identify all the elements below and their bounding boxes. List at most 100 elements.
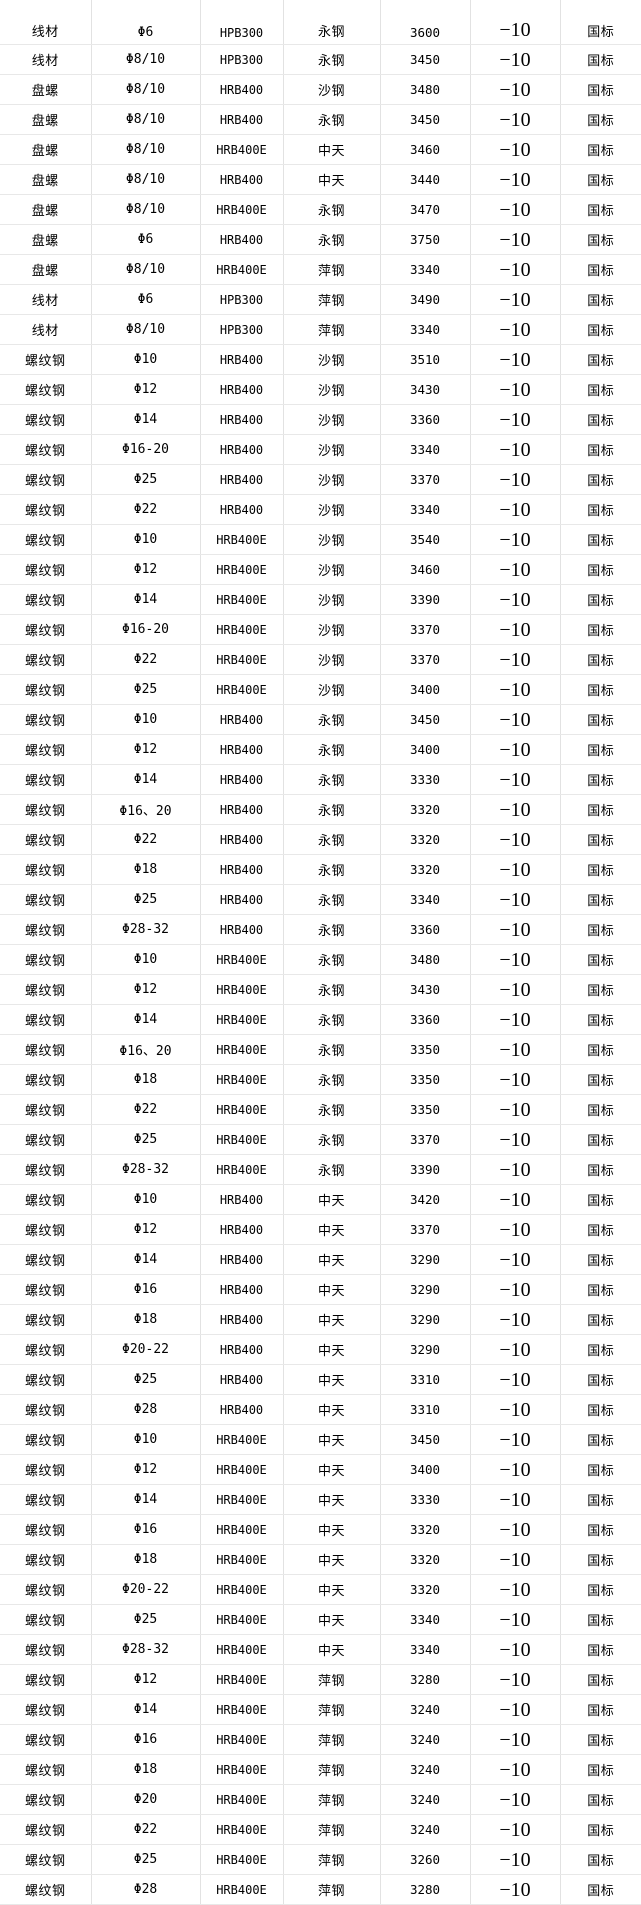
cell-specification: Φ28-32: [91, 1154, 201, 1185]
cell-price: 3450: [380, 1424, 471, 1455]
cell-steel-grade: HRB400E: [200, 1784, 284, 1815]
cell-price: 3320: [380, 824, 471, 855]
cell-price-change: −10: [470, 554, 561, 585]
cell-price: 3360: [380, 914, 471, 945]
cell-price-change: −10: [470, 824, 561, 855]
cell-product-category: 螺纹钢: [0, 1694, 92, 1725]
cell-price-change: −10: [470, 1574, 561, 1605]
cell-standard: 国标: [560, 1454, 641, 1485]
cell-standard: 国标: [560, 1364, 641, 1395]
cell-product-category: 螺纹钢: [0, 1574, 92, 1605]
cell-price-change: −10: [470, 1634, 561, 1665]
cell-standard: 国标: [560, 1094, 641, 1125]
cell-steel-grade: HRB400E: [200, 1874, 284, 1905]
cell-specification: Φ14: [91, 764, 201, 795]
cell-price: 3310: [380, 1394, 471, 1425]
cell-manufacturer: 中天: [283, 1634, 381, 1665]
cell-price: 3310: [380, 1364, 471, 1395]
cell-price-change: −10: [470, 464, 561, 495]
cell-manufacturer: 中天: [283, 1274, 381, 1305]
cell-price: 3440: [380, 164, 471, 195]
table-row: 螺纹钢 Φ12 HRB400E 沙钢 3460 −10 国标: [0, 554, 641, 585]
cell-steel-grade: HRB400E: [200, 1694, 284, 1725]
cell-steel-grade: HPB300: [200, 284, 284, 315]
table-row: 盘螺 Φ8/10 HRB400E 中天 3460 −10 国标: [0, 134, 641, 165]
table-row: 螺纹钢 Φ28 HRB400 中天 3310 −10 国标: [0, 1394, 641, 1425]
table-row: 螺纹钢 Φ14 HRB400E 永钢 3360 −10 国标: [0, 1004, 641, 1035]
cell-specification: Φ8/10: [91, 194, 201, 225]
cell-price: 3420: [380, 1184, 471, 1215]
cell-steel-grade: HRB400E: [200, 1454, 284, 1485]
cell-specification: Φ22: [91, 1814, 201, 1845]
cell-product-category: 螺纹钢: [0, 1214, 92, 1245]
table-row: 螺纹钢 Φ25 HRB400 永钢 3340 −10 国标: [0, 884, 641, 915]
cell-manufacturer: 萍钢: [283, 1724, 381, 1755]
cell-specification: Φ10: [91, 704, 201, 735]
table-row: 螺纹钢 Φ10 HRB400E 沙钢 3540 −10 国标: [0, 524, 641, 555]
cell-specification: Φ16-20: [91, 614, 201, 645]
cell-standard: 国标: [560, 1664, 641, 1695]
cell-specification: Φ6: [91, 0, 201, 45]
cell-price: 3350: [380, 1034, 471, 1065]
cell-steel-grade: HPB300: [200, 44, 284, 75]
cell-standard: 国标: [560, 884, 641, 915]
cell-price-change: −10: [470, 1214, 561, 1245]
cell-standard: 国标: [560, 494, 641, 525]
cell-price: 3480: [380, 944, 471, 975]
cell-standard: 国标: [560, 914, 641, 945]
cell-price: 3600: [380, 0, 471, 45]
cell-manufacturer: 永钢: [283, 1064, 381, 1095]
cell-product-category: 螺纹钢: [0, 1094, 92, 1125]
table-row: 螺纹钢 Φ28-32 HRB400E 中天 3340 −10 国标: [0, 1634, 641, 1665]
cell-manufacturer: 沙钢: [283, 494, 381, 525]
cell-product-category: 螺纹钢: [0, 734, 92, 765]
cell-price: 3340: [380, 494, 471, 525]
cell-steel-grade: HRB400E: [200, 1124, 284, 1155]
cell-standard: 国标: [560, 74, 641, 105]
cell-specification: Φ10: [91, 944, 201, 975]
cell-price-change: −10: [470, 974, 561, 1005]
cell-specification: Φ8/10: [91, 254, 201, 285]
cell-standard: 国标: [560, 1424, 641, 1455]
cell-manufacturer: 中天: [283, 134, 381, 165]
cell-specification: Φ16-20: [91, 434, 201, 465]
cell-manufacturer: 萍钢: [283, 1754, 381, 1785]
cell-product-category: 螺纹钢: [0, 494, 92, 525]
cell-price: 3370: [380, 1124, 471, 1155]
cell-price-change: −10: [470, 134, 561, 165]
cell-product-category: 盘螺: [0, 134, 92, 165]
table-row: 螺纹钢 Φ14 HRB400 中天 3290 −10 国标: [0, 1244, 641, 1275]
cell-specification: Φ16: [91, 1274, 201, 1305]
cell-manufacturer: 永钢: [283, 0, 381, 45]
cell-product-category: 螺纹钢: [0, 824, 92, 855]
cell-specification: Φ22: [91, 824, 201, 855]
cell-product-category: 螺纹钢: [0, 1634, 92, 1665]
cell-product-category: 螺纹钢: [0, 614, 92, 645]
cell-specification: Φ25: [91, 884, 201, 915]
cell-steel-grade: HRB400E: [200, 1754, 284, 1785]
cell-price-change: −10: [470, 1094, 561, 1125]
cell-product-category: 盘螺: [0, 164, 92, 195]
cell-manufacturer: 永钢: [283, 224, 381, 255]
table-row: 线材 Φ6 HPB300 萍钢 3490 −10 国标: [0, 284, 641, 315]
cell-manufacturer: 沙钢: [283, 464, 381, 495]
cell-price-change: −10: [470, 344, 561, 375]
cell-standard: 国标: [560, 1244, 641, 1275]
cell-manufacturer: 萍钢: [283, 1874, 381, 1905]
cell-product-category: 螺纹钢: [0, 1814, 92, 1845]
cell-price: 3240: [380, 1754, 471, 1785]
table-row: 螺纹钢 Φ22 HRB400 永钢 3320 −10 国标: [0, 824, 641, 855]
cell-steel-grade: HRB400: [200, 794, 284, 825]
cell-price-change: −10: [470, 1514, 561, 1545]
table-row: 螺纹钢 Φ22 HRB400E 萍钢 3240 −10 国标: [0, 1814, 641, 1845]
cell-standard: 国标: [560, 1814, 641, 1845]
cell-manufacturer: 萍钢: [283, 254, 381, 285]
cell-price: 3290: [380, 1274, 471, 1305]
cell-price-change: −10: [470, 434, 561, 465]
cell-price-change: −10: [470, 1034, 561, 1065]
table-row: 盘螺 Φ8/10 HRB400E 永钢 3470 −10 国标: [0, 194, 641, 225]
cell-price-change: −10: [470, 1244, 561, 1275]
cell-specification: Φ8/10: [91, 74, 201, 105]
cell-standard: 国标: [560, 434, 641, 465]
